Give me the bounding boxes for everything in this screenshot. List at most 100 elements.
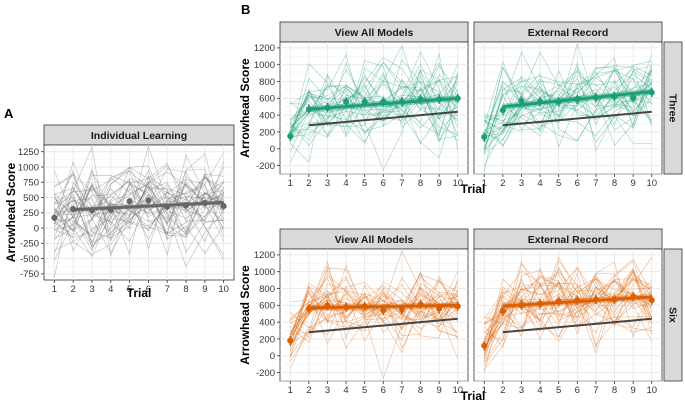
x-tick-label: 3 (519, 178, 524, 189)
x-tick-label: 1 (288, 385, 293, 396)
panel-title: Individual Learning (91, 130, 187, 142)
participant-line (484, 71, 653, 137)
x-tick-label: 2 (71, 284, 76, 295)
participant-line (53, 186, 224, 255)
x-tick-label: 2 (500, 385, 505, 396)
participant-line (290, 286, 459, 344)
y-tick-label: 0 (270, 351, 275, 362)
x-tick-label: 10 (646, 178, 657, 189)
y-tick-label: 400 (259, 110, 275, 121)
participant-line (289, 75, 459, 143)
participant-line (53, 192, 225, 254)
participant-line (290, 53, 459, 171)
participant-line (290, 74, 458, 136)
y-tick-label: 750 (23, 178, 39, 189)
x-tick-label: 7 (593, 178, 598, 189)
mean-point (648, 89, 655, 96)
participant-line (289, 61, 459, 126)
y-tick-label: 200 (259, 127, 275, 138)
x-tick-label: 4 (537, 178, 542, 189)
participant-line (483, 65, 652, 148)
mean-point (537, 300, 544, 307)
mean-point (380, 98, 387, 105)
participant-line (483, 263, 652, 367)
participant-line (289, 70, 459, 138)
y-tick-label: 400 (259, 317, 275, 328)
facet-strip-right (663, 248, 683, 382)
chart-5: External Record 1 2 3 4 5 6 7 8 9 10 Six (473, 228, 683, 396)
x-tick-label: 2 (500, 178, 505, 189)
participant-line (289, 44, 458, 139)
participant-line (484, 82, 652, 137)
participant-line (483, 277, 652, 350)
x-tick-label: 7 (399, 385, 404, 396)
mean-point (499, 308, 506, 315)
participant-line (289, 292, 458, 350)
mean-point (499, 107, 506, 114)
participant-line (54, 165, 224, 222)
x-tick-label: 1 (52, 284, 57, 295)
participant-line (54, 174, 224, 256)
participant-line (483, 268, 653, 352)
participant-line (53, 161, 225, 238)
facet-label: Three (667, 94, 679, 123)
participant-line (289, 68, 458, 140)
chart-1: A Individual Learning -750 -500 -250 0 250 500 7… (4, 106, 235, 300)
mean-point (555, 98, 562, 105)
mean-point (417, 301, 424, 308)
chart-4: View All Models -200 0 200 400 600 800 1000 1200… (238, 228, 486, 403)
mean-point (398, 306, 405, 313)
x-tick-label: 5 (362, 178, 367, 189)
y-tick-label: 1000 (254, 267, 275, 278)
fit-line (73, 201, 224, 212)
x-tick-label: 6 (381, 178, 386, 189)
participant-line (54, 167, 225, 219)
plot-area (473, 41, 663, 175)
x-tick-label: 8 (612, 178, 617, 189)
participant-line (54, 177, 224, 240)
participant-line (483, 266, 653, 344)
x-tick-label: 9 (631, 178, 636, 189)
mean-point (324, 104, 331, 111)
y-tick-label: 250 (23, 208, 39, 219)
y-tick-label: -500 (20, 254, 39, 265)
panel-label: A (4, 106, 14, 121)
mean-point (454, 303, 461, 310)
participant-line (53, 193, 224, 261)
participant-line (289, 76, 458, 143)
mean-point (70, 206, 77, 213)
mean-point (454, 95, 461, 102)
plot-area (279, 248, 469, 382)
participant-line (483, 60, 652, 142)
participant-line (54, 170, 224, 231)
participant-line (290, 73, 459, 138)
panel-title: External Record (528, 27, 609, 39)
participant-line (290, 269, 459, 350)
participant-line (484, 68, 653, 124)
participant-line (54, 144, 225, 237)
mean-point (518, 97, 525, 104)
mean-point (518, 302, 525, 309)
y-tick-label: 800 (259, 77, 275, 88)
participant-line (483, 266, 652, 333)
y-tick-label: 1200 (254, 250, 275, 261)
participant-line (289, 289, 459, 354)
x-axis-title: Trial (461, 389, 486, 403)
y-axis-title: Arrowhead Score (238, 265, 252, 365)
participant-line (484, 65, 652, 139)
participant-line (483, 54, 653, 149)
panel-a: A Individual Learning -750 -500 -250 0 250 500 7… (4, 106, 235, 300)
mean-point (611, 296, 618, 303)
mean-point (305, 106, 312, 113)
participant-line (289, 285, 459, 358)
x-tick-label: 9 (631, 385, 636, 396)
x-tick-label: 6 (575, 178, 580, 189)
participant-line (54, 173, 225, 242)
mean-point (343, 304, 350, 311)
x-tick-label: 9 (437, 178, 442, 189)
x-tick-label: 5 (556, 385, 561, 396)
x-tick-label: 8 (418, 385, 423, 396)
x-tick-label: 6 (146, 284, 151, 295)
x-tick-label: 7 (165, 284, 170, 295)
mean-point (398, 98, 405, 105)
